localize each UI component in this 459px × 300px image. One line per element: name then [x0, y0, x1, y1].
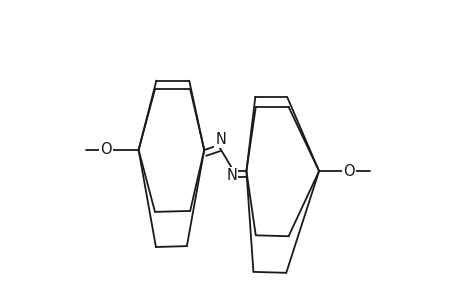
Text: O: O [342, 164, 354, 178]
Text: N: N [215, 132, 226, 147]
Text: N: N [226, 168, 237, 183]
Text: O: O [100, 142, 112, 158]
